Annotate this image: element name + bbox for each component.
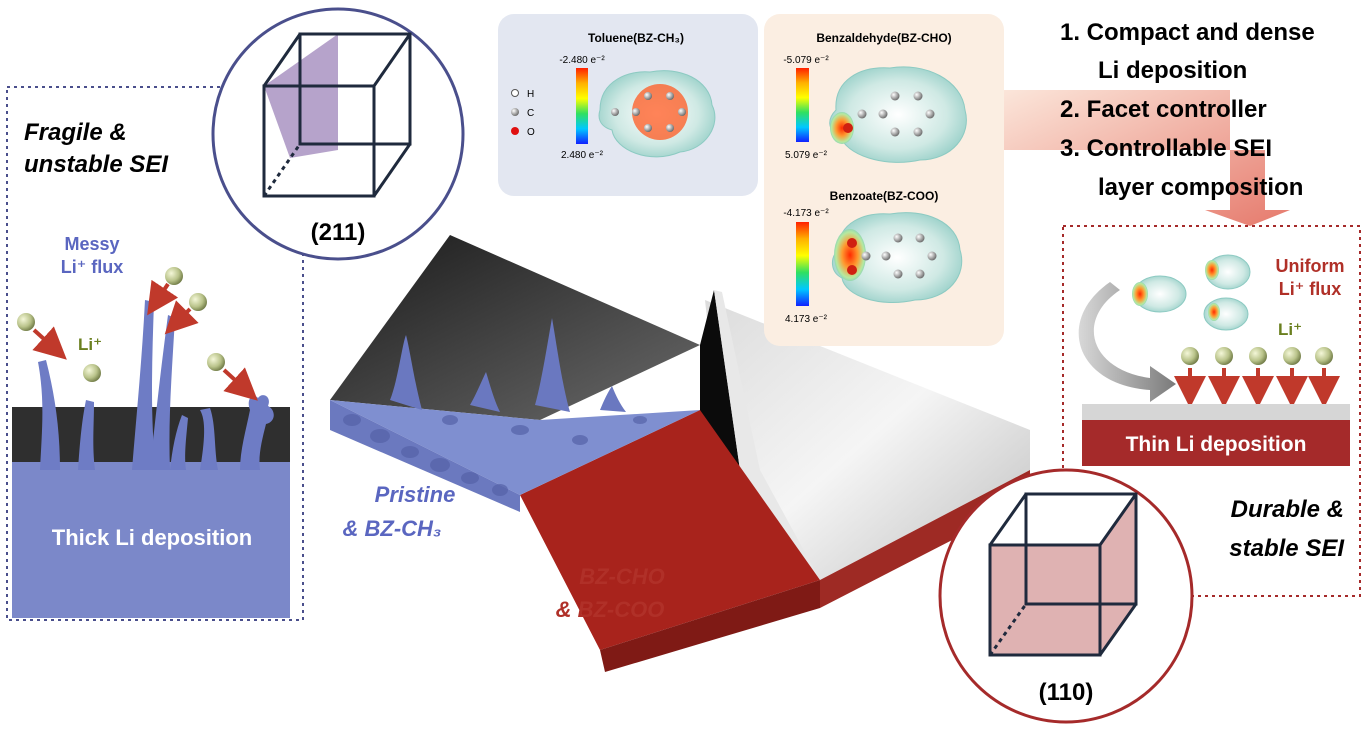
messy-flux-line1: Messy [64, 234, 119, 254]
right-title-line2: stable SEI [1229, 535, 1345, 562]
legend-h: H [527, 89, 534, 100]
blue-top [330, 400, 700, 495]
blue-peak [390, 335, 422, 410]
spike-highlight [714, 290, 820, 580]
red-wedge-edge [600, 580, 820, 672]
dendrite [132, 300, 156, 470]
benefit-3: 3. Controllable SEI [1060, 135, 1272, 162]
li-ion [83, 364, 101, 382]
benzoate-max: -4.173 e⁻² [783, 208, 829, 219]
aldehyde-panel: Benzaldehyde(BZ-CHO) -5.079 e⁻² 5.079 e⁻… [764, 14, 1004, 346]
benefit-3-cont: layer composition [1098, 174, 1303, 201]
left-panel-border [6, 86, 304, 621]
benefit-1-cont: Li deposition [1098, 57, 1247, 84]
dark-back-surface [330, 235, 700, 420]
left-li-label: Li⁺ [78, 335, 102, 354]
thick-li-layer [12, 462, 290, 618]
blue-peak [470, 372, 500, 412]
li-ion [165, 267, 183, 285]
li-ion [189, 293, 207, 311]
benzaldehyde-esp-cloud [829, 66, 967, 163]
oxygen-atom [847, 238, 857, 248]
black-spike [700, 290, 820, 580]
toluene-atoms [611, 92, 686, 132]
left-title-line1: Fragile & [24, 119, 127, 146]
dendrite [78, 400, 95, 470]
benzaldehyde-title: Benzaldehyde(BZ-CHO) [816, 31, 951, 45]
benzoate-esp-cloud [832, 212, 963, 304]
cube-110-icon [988, 492, 1138, 657]
ion-arrow [164, 300, 199, 335]
facet-110-label: (110) [1039, 679, 1094, 706]
messy-flux-line2: Li⁺ flux [61, 257, 124, 277]
toluene-title: Toluene(BZ-CH₃) [588, 31, 684, 45]
benefit-2: 2. Facet controller [1060, 96, 1267, 123]
benzoate-colorbar [796, 222, 809, 306]
benzaldehyde-oxygen-density [830, 112, 854, 144]
benefits: 1. Compact and dense Li deposition 2. Fa… [1004, 19, 1315, 226]
atom-legend: H C O [511, 89, 535, 138]
facet-110-badge: (110) [938, 468, 1194, 724]
pore-texture [343, 414, 647, 496]
dendrite [200, 408, 218, 470]
uniform-flux-line1: Uniform [1276, 256, 1345, 276]
red-wedge [520, 410, 820, 650]
facet-211-label: (211) [311, 219, 366, 246]
li-ion [207, 353, 225, 371]
electrode-illustration: Pristine & BZ-CH₃ BZ-CHO & BZ-COO [330, 235, 1030, 672]
oxygen-atom [847, 265, 857, 275]
benzaldehyde-max: -5.079 e⁻² [783, 55, 829, 66]
thin-li-label: Thin Li deposition [1126, 433, 1307, 456]
floating-molecules [1132, 254, 1251, 331]
ion-arrow [32, 326, 67, 360]
blue-side [330, 400, 520, 512]
oxygen-atom [843, 123, 853, 133]
bz-label-line2: & BZ-COO [556, 597, 665, 622]
benzaldehyde-min: 5.079 e⁻² [785, 150, 828, 161]
bz-label-line1: BZ-CHO [579, 564, 665, 589]
blue-peak [535, 318, 570, 412]
uniform-ions [1174, 347, 1340, 408]
ion-arrow [222, 367, 258, 401]
uniform-flux-line2: Li⁺ flux [1279, 279, 1342, 299]
dendrite [38, 360, 60, 470]
benzoate-oxygen-density [834, 229, 866, 281]
benzoate-min: 4.173 e⁻² [785, 314, 828, 325]
benzoate-title: Benzoate(BZ-COO) [830, 189, 939, 203]
right-panel: Uniform Li⁺ flux Li⁺ T [1062, 225, 1361, 597]
dendrite [170, 415, 188, 470]
toluene-panel: Toluene(BZ-CH₃) -2.480 e⁻² 2.480 e⁻² H C… [498, 14, 758, 196]
right-title-line1: Durable & [1231, 496, 1344, 523]
recycle-arrow [1078, 282, 1176, 402]
blue-peak [600, 386, 626, 412]
right-li-label: Li⁺ [1278, 320, 1302, 339]
toluene-min: 2.480 e⁻² [561, 150, 604, 161]
facet-211-badge: (211) [211, 7, 465, 261]
grey-plate [705, 300, 1030, 580]
dendrite [240, 395, 274, 470]
toluene-max: -2.480 e⁻² [559, 55, 605, 66]
thin-sei-layer [1082, 404, 1350, 420]
toluene-colorbar [576, 68, 588, 144]
pristine-label-line1: Pristine [375, 482, 456, 507]
left-title-line2: unstable SEI [24, 151, 169, 178]
thin-li-layer [1082, 420, 1350, 466]
legend-c: C [527, 108, 534, 119]
left-panel: Fragile & unstable SEI Messy Li⁺ flux Th… [6, 86, 304, 621]
benefit-arrow-band [1004, 90, 1290, 226]
cube-211-icon [262, 32, 412, 198]
benzaldehyde-atoms [857, 91, 935, 137]
benefit-1: 1. Compact and dense [1060, 19, 1315, 46]
legend-o: O [527, 127, 535, 138]
li-ion [17, 313, 35, 331]
benzaldehyde-colorbar [796, 68, 809, 142]
benzoate-atoms [861, 233, 937, 279]
thick-li-label: Thick Li deposition [52, 525, 252, 550]
ion-arrow [147, 279, 179, 316]
right-panel-border [1062, 225, 1361, 597]
dendrite [150, 315, 175, 470]
pristine-label-line2: & BZ-CH₃ [343, 516, 442, 541]
